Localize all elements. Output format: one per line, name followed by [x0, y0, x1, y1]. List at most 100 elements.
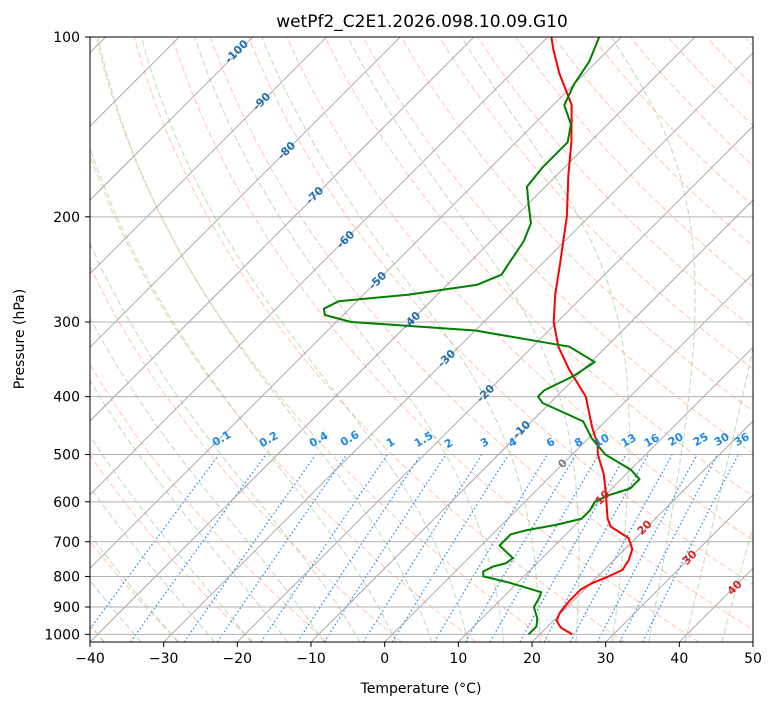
- mixing-ratio-label: 16: [642, 431, 662, 450]
- mixing-ratio-label: 6: [544, 435, 557, 450]
- moist-adiabat: [347, 37, 580, 642]
- dry-adiabat: [744, 37, 753, 47]
- plot-area: -100-90-80-70-60-50-40-30-20-10010203040…: [90, 37, 775, 642]
- dry-adiabat: [133, 37, 625, 642]
- y-tick-label: 600: [53, 495, 80, 511]
- mixing-ratio-label: 2: [442, 436, 455, 451]
- moist-adiabat: [759, 37, 775, 642]
- isotherm: [90, 37, 254, 201]
- dry-adiabat-label: 20: [635, 517, 655, 537]
- moist-adiabat: [461, 37, 630, 642]
- x-axis: −40 −30 −20 −10 0 10 20 30 40 50: [75, 642, 762, 667]
- x-tick-label: 30: [597, 651, 615, 667]
- moist-adiabat: [610, 37, 696, 642]
- mixing-ratio-line: [362, 454, 483, 642]
- x-tick-label: 0: [380, 651, 389, 667]
- isotherm: [237, 125, 753, 642]
- x-tick-label: −40: [75, 651, 105, 667]
- y-axis: 100 200 300 400 500 600 700 800 900 1000: [44, 30, 90, 643]
- mixing-ratio-line: [260, 454, 388, 642]
- plot-frame: [89, 36, 754, 643]
- mixing-ratio-line: [489, 454, 599, 642]
- dry-adiabat: [400, 37, 753, 412]
- x-tick-label: 40: [670, 651, 688, 667]
- y-tick-label: 300: [53, 315, 80, 331]
- y-axis-label: Pressure (hPa): [12, 289, 28, 389]
- mixing-ratio-line: [596, 454, 698, 642]
- mixing-ratio-line: [391, 454, 509, 642]
- dry-adiabat: [90, 453, 254, 642]
- moist-adiabat: [90, 379, 288, 642]
- isotherm: [531, 420, 753, 642]
- dry-adiabats: [90, 37, 753, 642]
- y-tick-label: 400: [53, 390, 80, 406]
- mixing-ratio-line: [216, 454, 347, 642]
- mixing-ratio-line: [296, 454, 422, 642]
- dry-adiabat-label: -100: [222, 37, 251, 66]
- mixing-ratio-label: 30: [712, 430, 732, 449]
- x-axis-label: Temperature (°C): [360, 681, 482, 697]
- isotherm: [163, 52, 753, 642]
- isotherm: [90, 37, 622, 569]
- isotherm: [90, 37, 548, 496]
- moist-adiabat: [140, 37, 469, 642]
- y-tick-label: 500: [53, 448, 80, 464]
- dry-adiabat: [95, 37, 551, 642]
- dry-adiabat: [90, 265, 403, 642]
- dry-adiabat-label: 40: [725, 577, 745, 597]
- isotherm: [310, 199, 753, 642]
- y-tick-label: 100: [53, 30, 80, 46]
- mixing-ratio-label: 0.6: [338, 428, 362, 449]
- isotherm: [90, 37, 475, 422]
- mixing-ratio-line: [90, 454, 219, 630]
- dry-adiabat-label: -60: [334, 228, 357, 251]
- x-tick-label: −10: [296, 651, 326, 667]
- isotherm: [90, 37, 327, 275]
- dry-adiabat: [591, 37, 753, 207]
- mixing-ratio-line: [433, 454, 548, 642]
- dry-adiabat: [553, 37, 753, 247]
- moist-adiabat: [90, 486, 215, 642]
- x-tick-label: 50: [744, 651, 762, 667]
- moist-adiabat: [721, 525, 753, 642]
- y-tick-label: 900: [53, 600, 80, 616]
- x-tick-label: 10: [449, 651, 467, 667]
- x-tick-label: −30: [149, 651, 179, 667]
- y-tick-label: 200: [53, 210, 80, 226]
- y-tick-label: 800: [53, 569, 80, 585]
- moist-adiabat: [90, 534, 179, 642]
- y-tick-label: 700: [53, 535, 80, 551]
- mixing-ratio-line: [569, 454, 673, 642]
- mixing-ratio-label: 8: [572, 435, 585, 450]
- moist-adiabat: [90, 146, 397, 642]
- isotherm: [752, 641, 753, 642]
- isotherms: [90, 37, 753, 642]
- moist-adiabat: [97, 37, 433, 642]
- dry-adiabat: [362, 37, 753, 455]
- temperature-line: [550, 37, 634, 636]
- mixing-ratio-line: [464, 454, 577, 642]
- isotherm: [384, 273, 753, 642]
- sounding-profiles: [322, 37, 641, 636]
- mixing-ratio-label: 3: [478, 435, 491, 450]
- dry-adiabat: [515, 37, 753, 288]
- dry-adiabat: [438, 37, 753, 370]
- mixing-ratio-line: [642, 454, 739, 642]
- moist-adiabat: [90, 242, 361, 642]
- mixing-ratio-label: 13: [619, 431, 639, 450]
- mixing-ratio-label: 1: [384, 435, 397, 450]
- moist-adiabat: [261, 37, 541, 642]
- dry-adiabat: [706, 37, 753, 87]
- dry-adiabat: [629, 37, 753, 167]
- y-tick-label: 1000: [44, 627, 80, 643]
- chart-title: wetPf2_C2E1.2026.098.10.09.G10: [276, 12, 568, 32]
- isotherm: [90, 37, 401, 348]
- mixing-ratio-line: [130, 454, 266, 642]
- isobars: [90, 37, 753, 635]
- mixing-ratio-line: [619, 454, 718, 642]
- moist-adiabats: [90, 37, 775, 642]
- x-tick-label: −20: [223, 651, 253, 667]
- dry-adiabat-label: -70: [303, 184, 326, 207]
- mixing-ratio-label: 36: [732, 430, 752, 449]
